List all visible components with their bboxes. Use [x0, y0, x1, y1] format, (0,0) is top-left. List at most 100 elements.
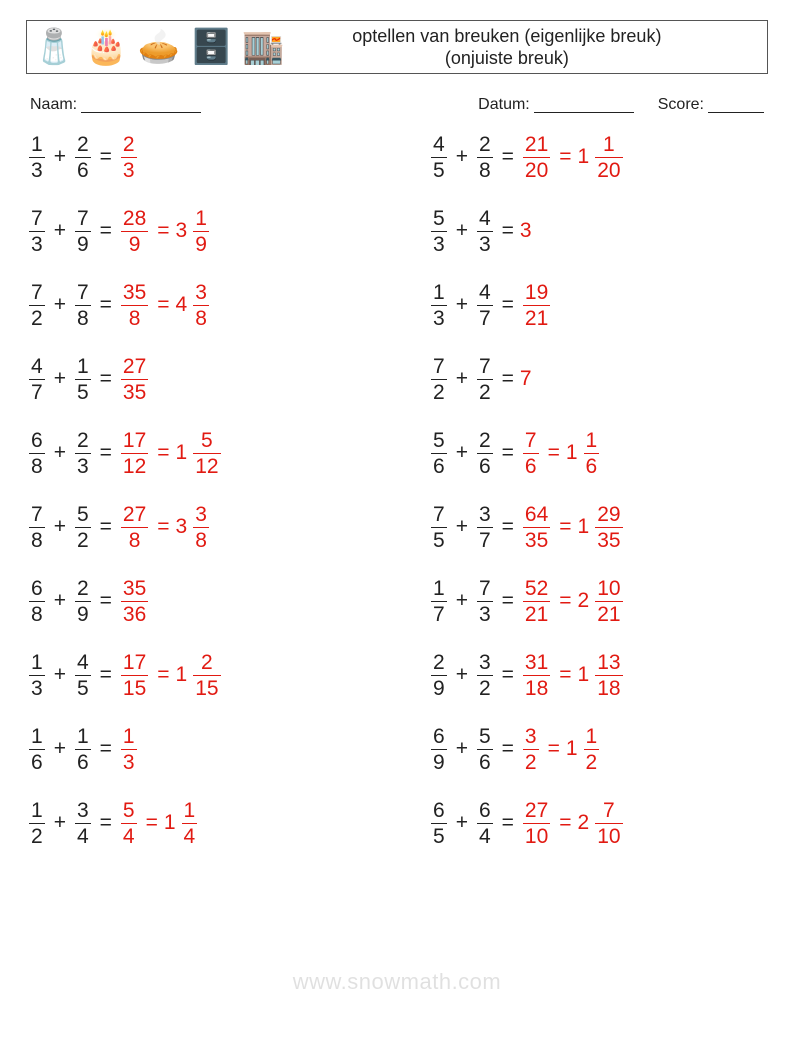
fraction: 12 [29, 800, 45, 847]
fraction: 2735 [121, 356, 148, 403]
fraction: 16 [75, 726, 91, 773]
fraction: 68 [29, 430, 45, 477]
answer: 6435=12935 [520, 504, 626, 551]
equals-operator: = [553, 515, 577, 539]
fraction: 68 [29, 578, 45, 625]
answer: 289=319 [118, 208, 212, 255]
plus-operator: + [48, 737, 72, 761]
fraction: 14 [182, 800, 198, 847]
answer: 2120=1120 [520, 134, 626, 181]
fraction: 29 [75, 578, 91, 625]
equals-operator: = [496, 441, 520, 465]
fraction: 13 [29, 134, 45, 181]
mixed-number: 2710 [578, 800, 626, 847]
fraction: 1715 [121, 652, 148, 699]
fraction: 17 [431, 578, 447, 625]
answer: 54=114 [118, 800, 200, 847]
fraction: 215 [193, 652, 220, 699]
plus-operator: + [450, 515, 474, 539]
plus-operator: + [48, 515, 72, 539]
date-label: Datum: [478, 96, 530, 114]
whole-number: 3 [520, 219, 532, 243]
fraction: 78 [75, 282, 91, 329]
equals-operator: = [94, 219, 118, 243]
problem: 17+73=5221=21021 [402, 564, 768, 638]
problem: 69+56=32=112 [402, 712, 768, 786]
equals-operator: = [94, 145, 118, 169]
plus-operator: + [48, 663, 72, 687]
plus-operator: + [48, 145, 72, 169]
fraction: 3536 [121, 578, 148, 625]
equals-operator: = [553, 589, 577, 613]
problems-grid: 13+26=2345+28=2120=112073+79=289=31953+4… [26, 120, 768, 860]
equals-operator: = [94, 737, 118, 761]
plus-operator: + [450, 367, 474, 391]
fraction: 13 [431, 282, 447, 329]
fraction: 54 [121, 800, 137, 847]
fraction: 3118 [523, 652, 550, 699]
problem: 16+16=13 [26, 712, 392, 786]
equals-operator: = [94, 589, 118, 613]
problem: 65+64=2710=2710 [402, 786, 768, 860]
plus-operator: + [48, 589, 72, 613]
equals-operator: = [553, 811, 577, 835]
fraction: 56 [431, 430, 447, 477]
answer: 32=112 [520, 726, 602, 773]
equals-operator: = [496, 589, 520, 613]
fraction: 289 [121, 208, 148, 255]
fraction: 65 [431, 800, 447, 847]
fraction: 5221 [523, 578, 550, 625]
mixed-number: 11318 [578, 652, 626, 699]
fraction: 37 [477, 504, 493, 551]
worksheet-header: 🧂 🎂 🥧 🗄️ 🏬 optellen van breuken (eigenli… [26, 20, 768, 74]
problem: 53+43=3 [402, 194, 768, 268]
fraction: 16 [584, 430, 600, 477]
mixed-number: 338 [176, 504, 212, 551]
problem: 13+45 =1715=1215 [26, 638, 392, 712]
equals-operator: = [496, 515, 520, 539]
problem: 72+78=358=438 [26, 268, 392, 342]
equals-operator: = [542, 441, 566, 465]
problem: 75+37=6435=12935 [402, 490, 768, 564]
fraction: 120 [595, 134, 622, 181]
fraction: 69 [431, 726, 447, 773]
equals-operator: = [496, 663, 520, 687]
fraction: 15 [75, 356, 91, 403]
equals-operator: = [151, 663, 175, 687]
icon-1: 🧂 [33, 30, 75, 64]
fraction: 38 [193, 282, 209, 329]
plus-operator: + [48, 811, 72, 835]
mixed-number: 12935 [578, 504, 626, 551]
fraction: 2120 [523, 134, 550, 181]
fraction: 13 [29, 652, 45, 699]
date-blank[interactable] [534, 96, 634, 113]
problem: 68+23=1712=1512 [26, 416, 392, 490]
plus-operator: + [48, 293, 72, 317]
plus-operator: + [450, 589, 474, 613]
mixed-number: 1512 [176, 430, 224, 477]
fraction: 6435 [523, 504, 550, 551]
name-blank[interactable] [81, 96, 201, 113]
fraction: 56 [477, 726, 493, 773]
plus-operator: + [450, 441, 474, 465]
equals-operator: = [151, 515, 175, 539]
fraction: 75 [431, 504, 447, 551]
answer: 1715=1215 [118, 652, 224, 699]
score-blank[interactable] [708, 96, 764, 113]
equals-operator: = [496, 145, 520, 169]
fraction: 43 [477, 208, 493, 255]
equals-operator: = [140, 811, 164, 835]
fraction: 64 [477, 800, 493, 847]
problem: 45+28=2120=1120 [402, 120, 768, 194]
equals-operator: = [542, 737, 566, 761]
score-label: Score: [658, 96, 704, 114]
fraction: 53 [431, 208, 447, 255]
fraction: 72 [477, 356, 493, 403]
fraction: 32 [477, 652, 493, 699]
plus-operator: + [450, 219, 474, 243]
answer: 7 [520, 367, 532, 391]
equals-operator: = [94, 367, 118, 391]
fraction: 45 [75, 652, 91, 699]
equals-operator: = [94, 515, 118, 539]
fraction: 358 [121, 282, 148, 329]
